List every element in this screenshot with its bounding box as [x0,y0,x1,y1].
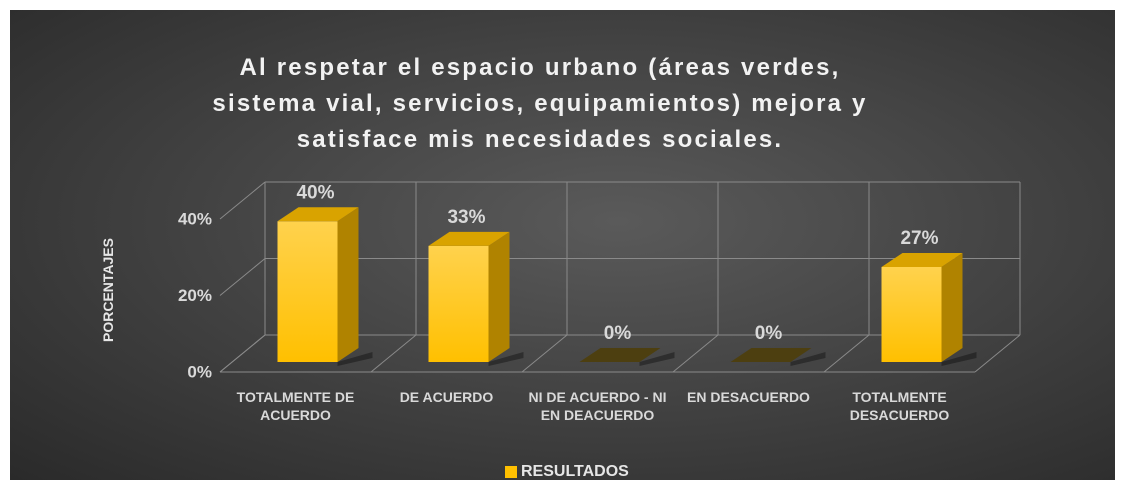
floor-divider [370,334,417,373]
data-label: 40% [296,182,334,203]
floor-divider [219,334,266,373]
bar-top [428,231,510,246]
bar-shadow [488,352,524,366]
bar-side [941,252,963,362]
legend-swatch [505,466,517,478]
bar-shadow [790,352,826,366]
floor-divider [823,334,870,373]
bar [881,266,942,362]
grid-line [219,258,266,296]
bar-shadow [337,352,373,366]
x-tick-label: EN DESACUERDO [687,389,810,405]
bar-top [277,207,359,222]
bar-side [488,231,510,362]
grid-line [219,181,266,220]
x-tick-label: NI DE ACUERDO - NI EN DEACUERDO [528,389,667,423]
floor-divider [521,334,568,373]
bar-top [881,252,963,267]
y-axis-label: PORCENTAJES [100,238,116,342]
x-tick-label: DE ACUERDO [399,389,494,405]
bar-top [579,348,661,362]
floor-divider [974,334,1021,373]
data-label: 0% [755,323,783,344]
bar-shadow [941,352,977,366]
data-label: 27% [900,228,938,249]
bar [277,221,338,362]
chart: 0% 20% 40% 40% 33% 0% 0% 27% Al respetar el esp… [10,10,1115,480]
bar-side [337,207,359,362]
floor-divider [672,334,719,373]
y-tick-label: 0% [187,362,212,381]
bar [428,245,489,362]
bar-shadow [639,352,675,366]
legend-label: RESULTADOS [521,463,629,480]
x-tick-label: TOTALMENTE DESACUERDO [849,389,950,423]
y-tick-label: 20% [178,286,212,305]
bar-top [730,348,812,362]
legend: RESULTADOS [505,463,629,480]
x-tick-label: TOTALMENTE DE ACUERDO [236,389,355,423]
data-label: 0% [604,323,632,344]
y-tick-label: 40% [178,209,212,228]
data-label: 33% [447,207,485,228]
chart-title: Al respetar el espacio urbano (áreas ver… [212,54,868,153]
plot: 0% 20% 40% 40% 33% 0% 0% 27% [178,181,1021,381]
